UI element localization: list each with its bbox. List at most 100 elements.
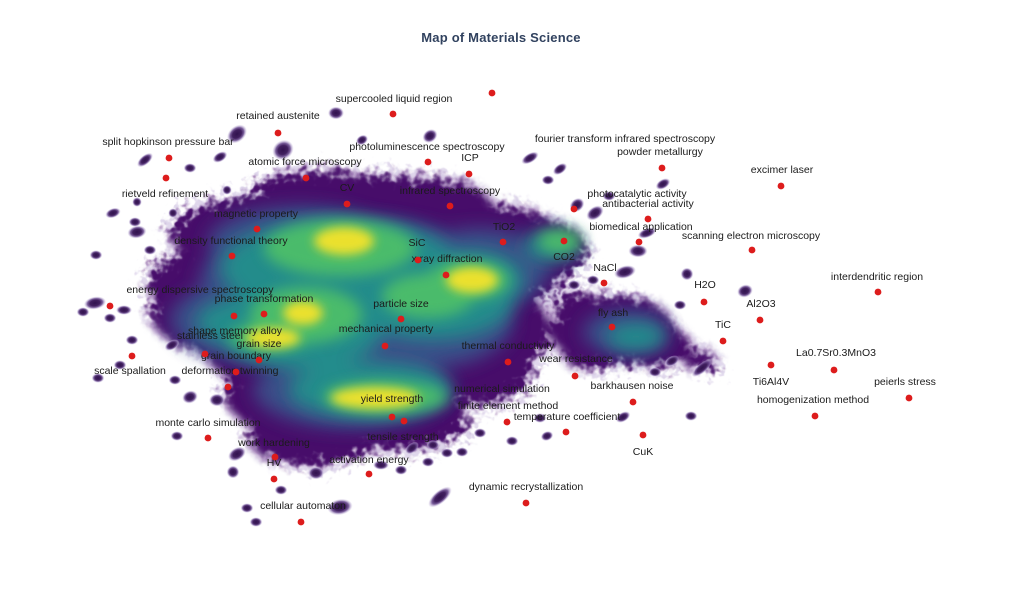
topic-label-monte-carlo-simulation: monte carlo simulation: [155, 417, 260, 429]
topic-label-x-ray-diffraction: x ray diffraction: [411, 253, 482, 265]
outlier-cluster-point: [105, 207, 121, 219]
outlier-cluster-point: [655, 178, 671, 190]
cluster-center-point: [767, 361, 775, 369]
cluster-center-point: [446, 202, 454, 210]
outlier-cluster-point: [428, 486, 452, 508]
topic-label-sic: SiC: [409, 237, 426, 249]
outlier-clusters: [76, 106, 753, 527]
outlier-cluster-point: [274, 485, 288, 495]
topic-label-temperature-coefficient: temperature coefficient: [514, 411, 621, 423]
outlier-cluster-point: [328, 106, 344, 120]
topic-label-excimer-laser: excimer laser: [751, 164, 814, 176]
cluster-center-point: [297, 518, 305, 526]
cluster-center-point: [442, 271, 450, 279]
topic-label-split-hopkinson-pressure-bar: split hopkinson pressure bar: [102, 136, 234, 148]
cluster-center-point: [748, 246, 756, 254]
topic-label-scale-spallation: scale spallation: [94, 365, 166, 377]
outlier-cluster-point: [567, 280, 581, 290]
topic-label-phase-transformation: phase transformation: [215, 293, 314, 305]
outlier-cluster-point: [637, 227, 657, 239]
outlier-cluster-point: [684, 411, 698, 421]
cluster-center-point: [270, 475, 278, 483]
cluster-center-point: [274, 129, 282, 137]
cluster-center-point: [388, 413, 396, 421]
topic-label-magnetic-property: magnetic property: [214, 208, 299, 220]
cluster-center-point: [271, 453, 279, 461]
topic-label-numerical-simulation: numerical simulation: [454, 383, 550, 395]
outlier-cluster-point: [533, 413, 547, 423]
outlier-cluster-point: [628, 244, 648, 258]
cluster-center-point: [756, 316, 764, 324]
outlier-cluster-point: [455, 447, 469, 457]
outlier-cluster-point: [586, 205, 604, 221]
topic-label-wear-resistance: wear resistance: [538, 353, 613, 365]
outlier-cluster-point: [426, 440, 440, 450]
topic-label-barkhausen-noise: barkhausen noise: [591, 380, 674, 392]
cluster-center-point: [162, 174, 170, 182]
topic-label-work-hardening: work hardening: [237, 437, 310, 449]
outlier-cluster-point: [212, 151, 228, 163]
cluster-center-point: [465, 170, 473, 178]
cluster-center-point: [719, 337, 727, 345]
outlier-cluster-point: [240, 503, 254, 513]
density-heatmap: [142, 165, 722, 471]
topic-label-thermal-conductivity: thermal conductivity: [462, 340, 556, 352]
cluster-center-point: [522, 499, 530, 507]
outlier-cluster-point: [473, 428, 487, 438]
outlier-cluster-point: [164, 339, 180, 351]
cluster-center-point: [260, 310, 268, 318]
outlier-cluster-point: [602, 191, 616, 201]
outlier-cluster-point: [521, 151, 539, 165]
cluster-center-point: [499, 238, 507, 246]
topic-label-energy-dispersive-spectroscopy: energy dispersive spectroscopy: [126, 284, 274, 296]
topic-label-tic: TiC: [715, 319, 731, 331]
cluster-center-point: [777, 182, 785, 190]
cluster-center-point: [365, 470, 373, 478]
cluster-center-point: [204, 434, 212, 442]
cluster-center-point: [635, 238, 643, 246]
cluster-center-point: [253, 225, 261, 233]
outlier-cluster-point: [125, 335, 139, 345]
outlier-cluster-point: [137, 152, 153, 168]
cluster-center-point: [128, 352, 136, 360]
cluster-center-point: [571, 372, 579, 380]
outlier-cluster-point: [113, 360, 127, 370]
outlier-cluster-point: [272, 139, 294, 161]
outlier-cluster-point: [541, 175, 555, 185]
cluster-center-point: [874, 288, 882, 296]
topic-label-grain-size: grain size: [237, 338, 282, 350]
outlier-cluster-point: [128, 217, 142, 227]
cluster-center-point: [397, 315, 405, 323]
topic-label-mechanical-property: mechanical property: [339, 323, 434, 335]
topic-label-homogenization-method: homogenization method: [757, 394, 869, 406]
outlier-cluster-point: [143, 245, 157, 255]
cluster-center-point: [224, 383, 232, 391]
outlier-cluster-point: [182, 390, 198, 404]
density-layer-yellow: [246, 227, 498, 409]
outlier-cluster-point: [76, 307, 90, 317]
topic-label-antibacterial-activity: antibacterial activity: [602, 198, 694, 210]
outlier-cluster-point: [183, 163, 197, 173]
topic-label-deformation-twinning: deformation twinning: [182, 365, 279, 377]
topic-label-stainless-steel: stainless steel: [177, 330, 243, 342]
cluster-center-point: [232, 368, 240, 376]
outlier-cluster-point: [569, 197, 585, 213]
outlier-cluster-point: [673, 300, 687, 310]
outlier-cluster-point: [394, 465, 408, 475]
outlier-cluster-point: [422, 129, 438, 143]
topic-label-fourier-transform-infrared-spectroscopy: fourier transform infrared spectroscopy: [535, 133, 716, 145]
topic-label-cv: CV: [340, 182, 355, 194]
cluster-center-point: [629, 398, 637, 406]
cluster-center-point: [700, 298, 708, 306]
cluster-center-point: [600, 279, 608, 287]
outlier-cluster-point: [440, 448, 454, 458]
topic-label-biomedical-application: biomedical application: [589, 221, 692, 233]
outlier-cluster-point: [89, 250, 103, 260]
topic-label-tensile-strength: tensile strength: [367, 431, 438, 443]
topic-label-grain-boundary: grain boundary: [201, 350, 272, 362]
outlier-cluster-point: [586, 275, 600, 285]
cluster-center-point: [201, 350, 209, 358]
topic-label-scanning-electron-microscopy: scanning electron microscopy: [682, 230, 821, 242]
